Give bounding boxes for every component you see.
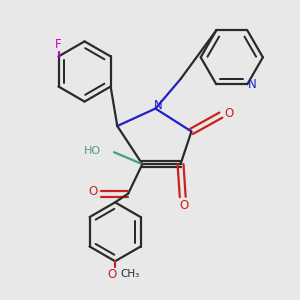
Text: HO: HO: [84, 146, 101, 155]
Text: CH₃: CH₃: [120, 269, 140, 279]
Text: O: O: [88, 185, 98, 199]
Text: F: F: [55, 38, 62, 52]
Text: N: N: [154, 99, 163, 112]
Text: O: O: [180, 199, 189, 212]
Text: O: O: [224, 107, 234, 120]
Text: O: O: [107, 268, 116, 281]
Text: N: N: [248, 78, 256, 91]
